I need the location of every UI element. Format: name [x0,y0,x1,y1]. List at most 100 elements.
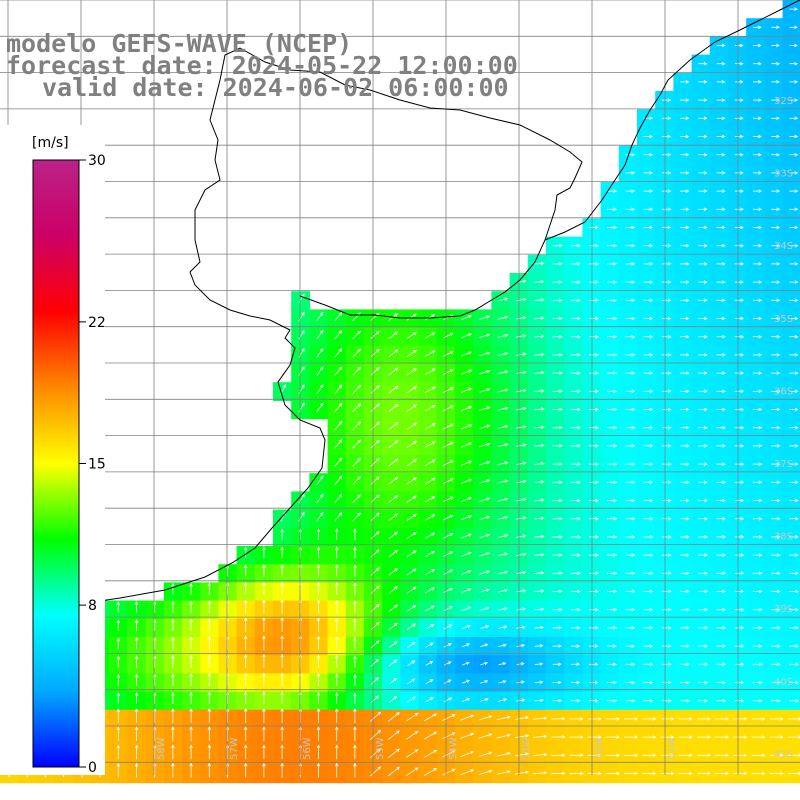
colorbar-tick-label: 30 [88,153,106,169]
wind-arrow [680,371,690,375]
wind-arrow [369,711,382,722]
wind-arrow [334,348,343,358]
wind-arrow [661,280,672,284]
wind-arrow [716,243,726,248]
wind-arrow [753,116,762,121]
wind-arrow [316,329,324,340]
wind-arrow [569,717,584,721]
wind-arrow [770,644,781,648]
wind-cell [455,637,474,656]
wind-arrow [534,389,545,393]
wind-arrow [370,494,380,503]
wind-arrow [588,571,599,576]
wind-arrow [607,444,618,448]
wind-arrow [353,582,357,595]
wind-arrow [478,769,493,776]
wind-arrow [679,698,690,703]
wind-arrow [443,587,454,594]
wind-arrow [352,348,362,358]
wind-arrow [697,717,711,721]
wind-arrow [661,662,672,667]
lon-label: 53W [521,737,532,760]
wind-cell [400,527,420,547]
wind-arrow [661,207,672,212]
wind-arrow [789,444,799,448]
wind-arrow [280,564,284,577]
wind-arrow [716,498,727,503]
wind-arrow [625,698,636,703]
wind-arrow [698,80,708,84]
colorbar-tick-label: 8 [88,598,97,614]
wind-arrow [225,672,230,686]
wind-arrow [625,662,636,667]
wind-arrow [443,551,454,557]
wind-arrow [625,444,636,448]
wind-arrow [334,636,339,650]
wind-arrow [334,673,339,686]
wind-arrow [370,367,380,376]
wind-arrow [352,494,361,504]
wind-arrow [643,571,654,576]
wind-arrow [424,459,436,467]
wind-cell [327,364,347,383]
wind-arrow [442,387,454,394]
wind-arrow [334,512,343,522]
wind-cell [400,345,420,365]
wind-arrow [789,425,799,430]
wind-arrow [207,654,212,668]
wind-arrow [789,171,799,175]
wind-arrow [570,262,581,266]
wind-arrow [716,626,727,630]
wind-arrow [752,444,763,448]
wind-arrow [661,171,672,175]
wind-cell [382,637,401,656]
lat-label: 41S [774,749,793,760]
wind-arrow [642,771,657,776]
wind-arrow [625,189,636,193]
wind-arrow [643,680,654,685]
wind-arrow [643,698,654,703]
wind-cell [327,345,347,365]
wind-cell [382,509,401,529]
wind-arrow [316,654,321,668]
wind-arrow [334,366,343,376]
wind-arrow [752,389,763,394]
wind-arrow [789,407,799,412]
wind-arrow [534,607,545,612]
wind-cell [418,345,438,365]
wind-arrow [442,369,454,375]
wind-arrow [442,351,454,357]
wind-arrow [570,316,581,321]
wind-cell [418,418,438,438]
wind-arrow [680,462,690,466]
wind-arrow [588,607,599,612]
wind-arrow [753,25,762,30]
wind-arrow [588,243,599,248]
wind-arrow [514,770,530,775]
wind-arrow [661,298,672,303]
wind-arrow [116,762,121,778]
wind-arrow [425,624,435,630]
wind-arrow [588,262,599,266]
wind-cell [418,691,438,711]
wind-arrow [789,607,799,612]
wind-arrow [262,617,266,632]
wind-arrow [734,444,745,448]
wind-arrow [661,571,672,576]
wind-arrow [605,753,620,758]
wind-arrow [534,571,545,575]
wind-arrow [243,691,248,705]
wind-arrow [607,316,618,321]
wind-arrow [316,528,321,540]
wind-arrow [716,316,726,321]
wind-arrow [316,673,321,686]
wind-arrow [334,708,339,723]
wind-arrow [588,407,599,412]
wind-arrow [461,351,473,357]
wind-arrow [207,726,212,742]
wind-arrow [752,698,763,703]
wind-arrow [407,660,416,667]
wind-arrow [189,744,193,760]
wind-arrow [716,207,726,212]
wind-arrow [534,625,544,630]
